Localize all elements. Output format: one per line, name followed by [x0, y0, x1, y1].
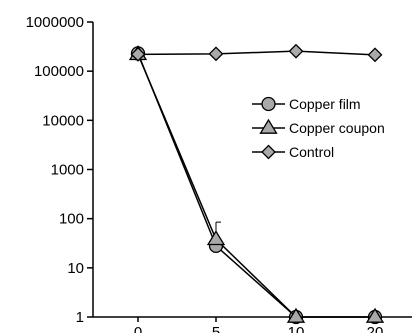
y-tick-label: 1000000 — [26, 14, 84, 31]
y-axis: 1 10 100 1000 10000 100000 1000000 — [26, 14, 94, 326]
legend-marker — [259, 118, 278, 134]
data-point — [365, 307, 385, 323]
data-point — [206, 230, 226, 246]
series-line — [137, 54, 375, 318]
data-point — [367, 47, 383, 63]
y-tick-label: 10000 — [42, 112, 84, 129]
x-tick-label: 0 — [134, 324, 142, 333]
legend-item: Copper coupon — [252, 118, 385, 136]
y-tick-label: 1 — [76, 309, 84, 326]
series-copper-coupon — [128, 45, 385, 323]
legend-marker — [261, 144, 276, 160]
y-tick-label: 100 — [59, 211, 84, 228]
data-point — [130, 46, 146, 62]
series-line — [137, 53, 375, 318]
legend-marker — [261, 96, 276, 112]
series-copper-film — [130, 46, 383, 325]
data-point — [208, 46, 224, 62]
y-tick-label: 1000 — [51, 162, 84, 179]
y-tick-label: 100000 — [34, 63, 84, 80]
x-tick-label: 20 — [367, 324, 384, 333]
legend-label: Copper coupon — [289, 120, 385, 136]
y-tick-label: 10 — [67, 260, 84, 277]
data-series — [128, 43, 385, 325]
x-axis: 0 5 10 20 — [93, 316, 412, 333]
legend-label: Copper film — [289, 96, 361, 112]
data-point — [286, 307, 306, 323]
legend-label: Control — [289, 144, 334, 160]
legend-item: Control — [252, 144, 334, 160]
x-tick-label: 5 — [212, 324, 220, 333]
series-line — [137, 50, 376, 56]
legend: Copper film Copper coupon Control — [252, 96, 385, 160]
series-control — [130, 43, 383, 63]
data-point — [288, 43, 304, 59]
x-tick-label: 10 — [288, 324, 305, 333]
legend-item: Copper film — [252, 96, 361, 112]
